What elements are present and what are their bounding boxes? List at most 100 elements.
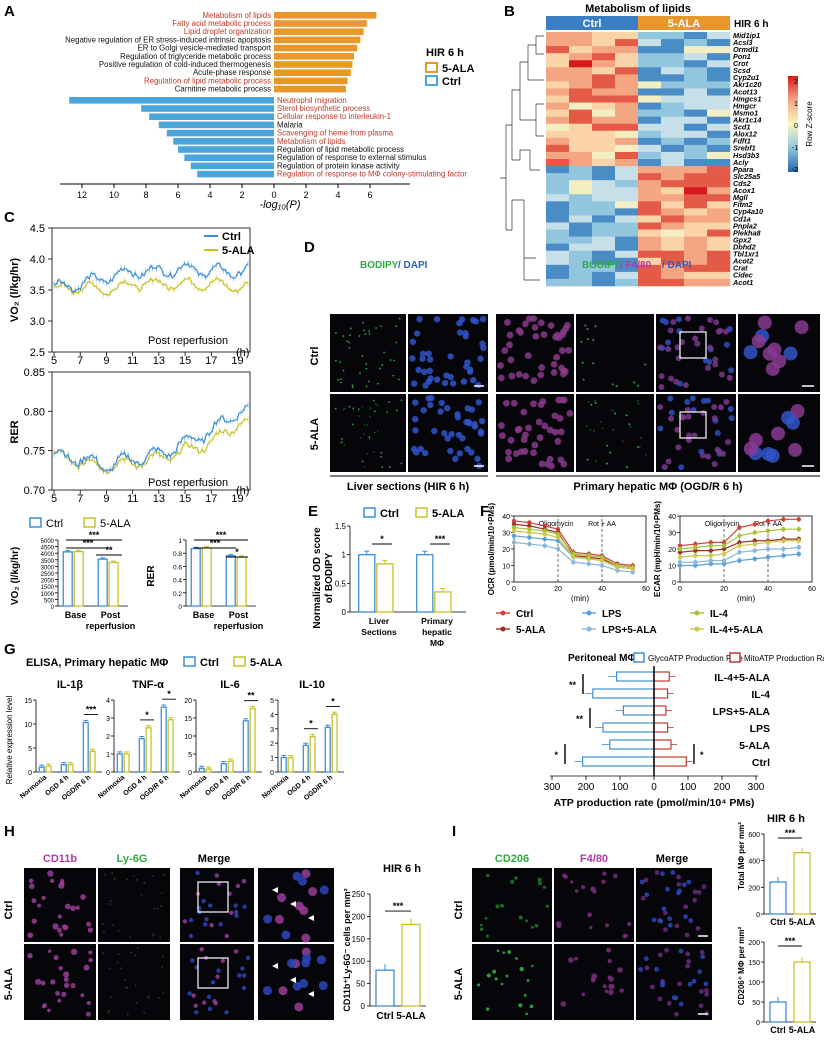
- panel-d-cell: [590, 403, 593, 406]
- panel-b-heat-cell: [592, 39, 616, 47]
- panel-i-cell: [477, 983, 481, 987]
- panel-b-heat-cell: [684, 173, 708, 181]
- panel-h-cell: [136, 947, 139, 950]
- panel-f-glyco-bar: [609, 739, 655, 750]
- panel-a-label-ctrl: Regulation of lipid metabolic process: [277, 145, 404, 154]
- panel-c-xtick-label: 13: [153, 355, 165, 367]
- panel-g-il1b-bar: [45, 765, 52, 773]
- panel-d-cell: [375, 327, 378, 329]
- panel-d-cell: [727, 406, 734, 413]
- panel-a-bar-ctrl: [69, 97, 274, 104]
- panel-i-cell: [667, 916, 673, 922]
- panel-i-cell: [563, 874, 568, 880]
- panel-d-cell: [363, 433, 365, 436]
- panel-g-il10-ytick-label: 2: [270, 741, 274, 748]
- panel-c-bar-vo2-ylabel: VO₂ (l/kg/hr): [10, 547, 21, 605]
- panel-h-ytick-label: 0: [361, 1002, 366, 1011]
- panel-i-cell: [502, 951, 506, 955]
- panel-c-xtick-label: 11: [127, 355, 138, 367]
- panel-h-cell: [108, 1010, 111, 1013]
- panel-e-ytick-label: 0: [342, 608, 347, 617]
- panel-b-heat-cell: [638, 264, 662, 273]
- panel-i-row-ala: 5-ALA: [453, 968, 465, 1000]
- panel-a-label-ctrl: Regulation of response to MΦ colony-stim…: [277, 170, 467, 179]
- panel-h-cell: [161, 966, 164, 969]
- panel-g-il10-bar: [287, 756, 294, 773]
- panel-i-cell: [657, 952, 663, 958]
- panel-f-atp-chart: IL-4+5-ALA IL-4 LPS+5-ALA LPS 5-ALA Ctrl 300 20…: [544, 666, 770, 809]
- panel-c-rer-bars-bar: [236, 556, 247, 607]
- panel-b-heat-cell: [546, 250, 570, 259]
- panel-d-cell: [631, 329, 634, 332]
- panel-a-legend-title: HIR 6 h: [426, 47, 464, 59]
- panel-b-heat-cell: [546, 271, 570, 280]
- panel-a-tick-label: 0: [271, 190, 276, 200]
- panel-d-cell: [546, 455, 554, 463]
- panel-b-heat-cell: [615, 39, 639, 47]
- panel-d-cell: [456, 329, 464, 336]
- panel-d-cell: [565, 346, 573, 354]
- panel-f-ecar-point: [796, 545, 801, 550]
- panel-f-ocr-point: [630, 569, 635, 575]
- panel-d-cell: [611, 409, 614, 412]
- panel-d-cell: [712, 361, 719, 368]
- panel-g-il6-bar: [220, 763, 227, 773]
- panel-d-cell: [530, 400, 537, 408]
- panel-b-heat-cell: [569, 180, 593, 188]
- panel-b-heat-cell: [546, 151, 570, 160]
- panel-b-cbar-tick: 2: [794, 79, 798, 86]
- panel-g-il6-sig: **: [247, 691, 255, 701]
- panel-d-cell: [592, 362, 595, 365]
- panel-d-cell: [510, 399, 518, 407]
- panel-d-cell: [361, 405, 364, 408]
- panel-d-cell: [357, 408, 360, 411]
- panel-d-header-dapi: / DAPI: [398, 260, 428, 271]
- panel-b-heat-cell: [684, 278, 708, 287]
- panel-b-colorbar: 2 1 0 -1 -2 Row Z-score: [788, 76, 814, 174]
- panel-f-ecar-point: [752, 538, 757, 543]
- panel-d-cell: [475, 381, 482, 389]
- panel-b-heat-cell: [615, 173, 639, 181]
- panel-b-heat-cell: [684, 201, 708, 209]
- panel-f-ocr-xtick-label: 20: [554, 586, 562, 593]
- panel-h-cell: [59, 880, 65, 886]
- panel-c-rer-xticks: 5 7 9 11 13 15 17 19(h): [51, 485, 250, 505]
- panel-d-cell: [551, 412, 559, 420]
- panel-b-heat-cell: [684, 229, 708, 237]
- panel-h-cell: [55, 990, 61, 996]
- panel-d-cell: [373, 451, 375, 453]
- panel-d-cell: [368, 436, 371, 438]
- panel-h-cell: [125, 986, 128, 989]
- panel-e-ytick-label: 1: [342, 551, 347, 560]
- panel-h-micrographs: [24, 868, 334, 1020]
- panel-d-cell: [614, 331, 617, 334]
- panel-h-cell: [130, 951, 133, 954]
- panel-f-ecar-point: [781, 538, 786, 543]
- panel-c-letter: C: [4, 209, 15, 226]
- panel-b-heat-cell: [661, 102, 685, 110]
- panel-b-gene-label: Alox12: [732, 130, 757, 139]
- panel-h-row-ala: 5-ALA: [3, 968, 15, 1000]
- panel-f-sig: *: [554, 750, 558, 760]
- panel-h-cell: [301, 869, 311, 879]
- panel-i-cell: [591, 973, 598, 980]
- panel-d-cell: [455, 431, 463, 439]
- panel-g-il10-ytick-label: 5: [270, 698, 274, 705]
- panel-c-bar-legend-ala: 5-ALA: [100, 518, 131, 530]
- panel-g-il6-ytick-label: 15: [184, 716, 192, 723]
- panel-b-heat-cell: [638, 53, 662, 61]
- panel-i-cell: [675, 890, 681, 896]
- panel-d-cell: [334, 407, 337, 410]
- panel-f-ecar-point: [693, 553, 698, 558]
- panel-d-cell: [470, 377, 477, 384]
- panel-h-cell: [207, 1006, 213, 1011]
- panel-d-cell: [525, 424, 532, 432]
- panel-h-cell: [237, 973, 242, 978]
- panel-f-ecar-point: [677, 555, 683, 560]
- panel-d-cell: [343, 407, 346, 410]
- panel-b-gene-label: Fitm2: [733, 200, 752, 209]
- panel-b-heat-cell: [615, 250, 639, 259]
- panel-b-heat-cell: [661, 151, 685, 160]
- panel-f-ecar-ytick-label: 10: [668, 564, 676, 571]
- panel-b-heat-cell: [684, 257, 708, 266]
